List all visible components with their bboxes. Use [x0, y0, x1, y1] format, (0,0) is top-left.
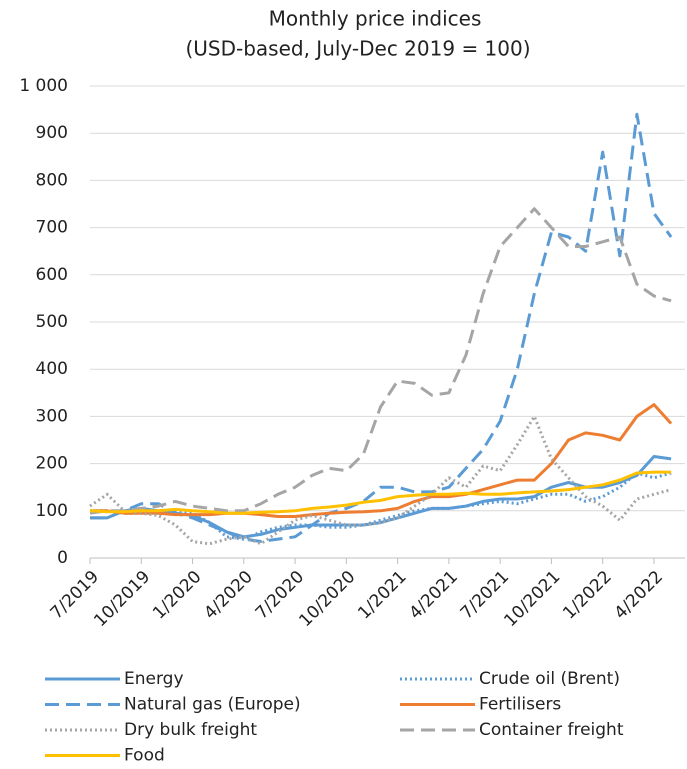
x-tick-label: 1/2020	[149, 567, 205, 623]
y-tick-label: 200	[36, 454, 68, 474]
y-tick-label: 0	[57, 548, 68, 568]
legend-label: Energy	[124, 669, 184, 689]
series-line	[89, 470, 672, 515]
series-line	[89, 414, 672, 546]
legend-label: Natural gas (Europe)	[124, 695, 301, 715]
x-tick-label: 4/2020	[200, 567, 256, 623]
series-line	[90, 471, 672, 541]
x-tick-label: 10/2021	[500, 567, 564, 631]
series-line	[90, 403, 673, 518]
legend-label: Crude oil (Brent)	[479, 669, 620, 689]
series-line	[90, 455, 672, 539]
x-tick-label: 4/2022	[611, 567, 667, 623]
x-tick-label: 1/2022	[559, 567, 615, 623]
legend-label: Food	[124, 746, 165, 766]
legend-label: Dry bulk freight	[124, 720, 257, 740]
legend-label: Fertilisers	[479, 695, 561, 715]
y-tick-label: 100	[36, 501, 68, 521]
y-tick-label: 600	[36, 265, 68, 285]
y-tick-label: 900	[36, 123, 68, 143]
chart-title: Monthly price indices	[269, 7, 482, 31]
y-tick-label: 700	[36, 218, 68, 238]
y-tick-label: 800	[36, 170, 68, 190]
series-line	[90, 112, 673, 543]
series-line	[89, 207, 672, 515]
y-tick-label: 400	[36, 359, 68, 379]
y-tick-label: 500	[36, 312, 68, 332]
x-tick-label: 10/2019	[90, 567, 154, 631]
x-tick-label: 4/2021	[406, 567, 462, 623]
y-tick-label: 1 000	[19, 76, 68, 96]
x-tick-label: 1/2021	[354, 567, 410, 623]
y-tick-label: 300	[36, 406, 68, 426]
chart-subtitle: (USD-based, July-Dec 2019 = 100)	[185, 37, 530, 61]
x-tick-label: 10/2020	[295, 567, 359, 631]
legend-label: Container freight	[479, 720, 624, 740]
